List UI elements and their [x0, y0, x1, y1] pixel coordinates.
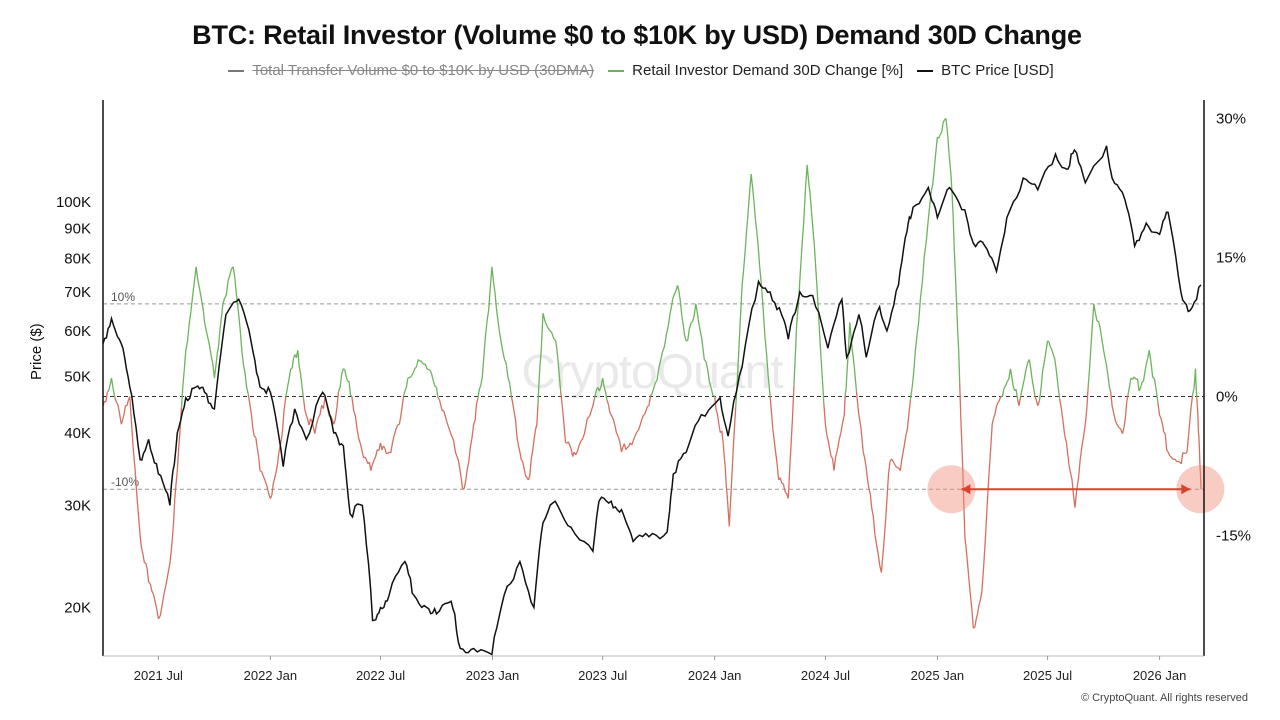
legend-label-retail-demand: Retail Investor Demand 30D Change [%]: [632, 62, 904, 79]
y-right-tick-label: 30%: [1216, 111, 1246, 128]
y-left-tick-label: 70K: [64, 284, 91, 301]
highlight-circle: [927, 465, 976, 514]
reference-line-label: -10%: [111, 475, 139, 489]
series-line-retail-demand-positive: [106, 118, 1198, 408]
x-tick-label: 2023 Jul: [578, 668, 627, 683]
legend-swatch-btc-price: [917, 69, 934, 72]
y-right-tick-label: 15%: [1216, 250, 1246, 267]
y-left-tick-label: 30K: [64, 497, 91, 514]
legend-label-transfer-volume: Total Transfer Volume $0 to $10K by USD …: [252, 62, 595, 79]
arrow-head-right: [1181, 484, 1191, 495]
reference-line-label: 10%: [111, 290, 135, 304]
y-left-tick-label: 60K: [64, 323, 91, 340]
annotations-group: [927, 465, 1225, 514]
y-right-tick-label: -15%: [1216, 528, 1251, 545]
x-tick-label: 2026 Jan: [1133, 668, 1187, 683]
legend-item-retail-demand[interactable]: Retail Investor Demand 30D Change [%]: [608, 62, 903, 79]
highlight-circle: [1176, 465, 1225, 514]
y-left-tick-label: 20K: [64, 600, 91, 617]
axes-group: 20K 30K 40K 50K 60K 70K 80K 90K 100K -15% 0% 15% 30%…: [56, 100, 1251, 683]
legend-item-btc-price[interactable]: BTC Price [USD]: [917, 62, 1054, 79]
y-left-tick-label: 100K: [56, 194, 91, 211]
series-line-btc-price: [102, 145, 1202, 656]
x-tick-label: 2022 Jan: [244, 668, 298, 683]
legend-label-btc-price: BTC Price [USD]: [941, 62, 1054, 79]
series-line-retail-demand-negative: [102, 382, 1202, 629]
chart-legend: Total Transfer Volume $0 to $10K by USD …: [0, 62, 1280, 79]
y-left-tick-label: 50K: [64, 369, 91, 386]
legend-swatch-retail-demand: [608, 69, 625, 72]
x-tick-label: 2021 Jul: [134, 668, 183, 683]
x-tick-label: 2025 Jan: [911, 668, 965, 683]
x-tick-label: 2025 Jul: [1023, 668, 1072, 683]
x-tick-label: 2024 Jul: [801, 668, 850, 683]
legend-swatch-transfer-volume: [228, 69, 245, 72]
x-tick-label: 2023 Jan: [466, 668, 520, 683]
y-left-tick-label: 90K: [64, 221, 91, 238]
chart-title: BTC: Retail Investor (Volume $0 to $10K …: [192, 20, 1082, 50]
arrow-head-left: [961, 484, 971, 495]
y-right-tick-label: 0%: [1216, 389, 1238, 406]
y-left-tick-label: 80K: [64, 250, 91, 267]
legend-item-transfer-volume[interactable]: Total Transfer Volume $0 to $10K by USD …: [228, 62, 594, 79]
copyright-footer: © CryptoQuant. All rights reserved: [1080, 692, 1248, 704]
y-left-tick-label: 40K: [64, 425, 91, 442]
x-tick-label: 2024 Jan: [688, 668, 742, 683]
x-tick-label: 2022 Jul: [356, 668, 405, 683]
